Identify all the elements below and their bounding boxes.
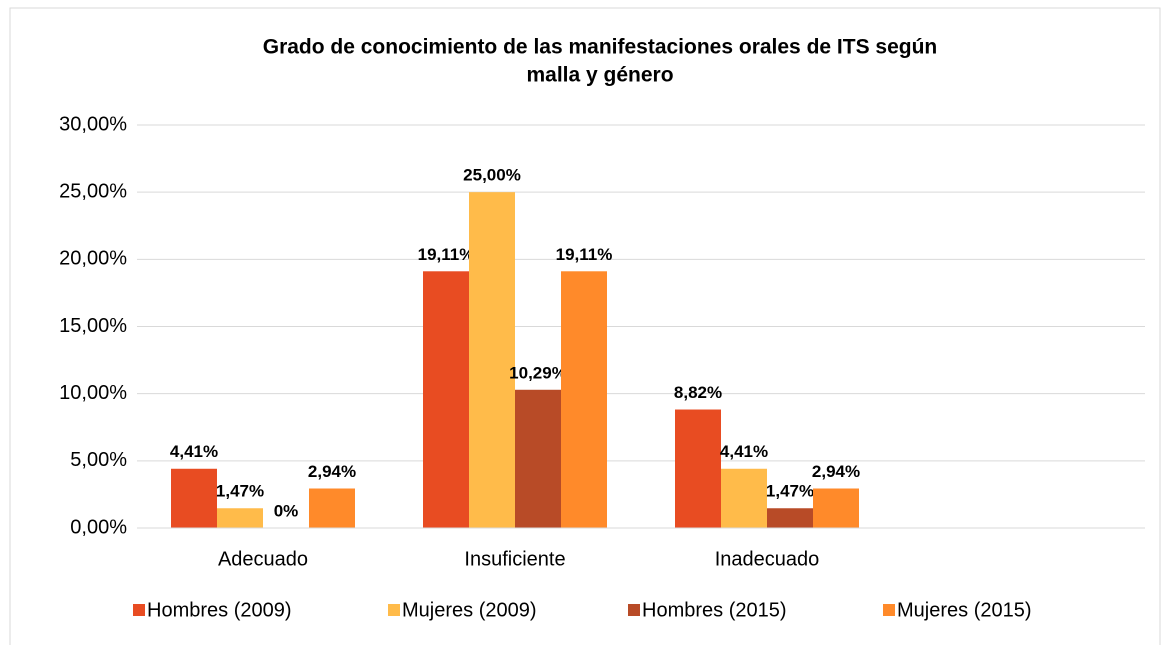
chart-title: malla y género bbox=[526, 64, 673, 87]
data-label: 1,47% bbox=[216, 482, 264, 501]
legend-label: Mujeres (2015) bbox=[897, 599, 1032, 621]
data-label: 4,41% bbox=[170, 442, 218, 461]
bar bbox=[813, 488, 859, 528]
bar bbox=[767, 508, 813, 528]
legend-swatch bbox=[628, 604, 640, 616]
y-tick-label: 15,00% bbox=[59, 315, 127, 337]
data-label: 25,00% bbox=[463, 166, 521, 185]
legend-swatch bbox=[883, 604, 895, 616]
y-tick-label: 10,00% bbox=[59, 382, 127, 404]
bar bbox=[515, 389, 561, 528]
data-label: 1,47% bbox=[766, 482, 814, 501]
bar bbox=[171, 468, 217, 528]
bar bbox=[423, 271, 469, 528]
y-tick-label: 20,00% bbox=[59, 248, 127, 270]
data-label: 2,94% bbox=[812, 462, 860, 481]
data-label: 10,29% bbox=[509, 363, 567, 382]
legend-label: Hombres (2015) bbox=[642, 599, 787, 621]
y-tick-label: 5,00% bbox=[70, 449, 127, 471]
bar bbox=[217, 508, 263, 528]
x-tick-label: Insuficiente bbox=[464, 548, 565, 570]
legend-swatch bbox=[133, 604, 145, 616]
legend-label: Hombres (2009) bbox=[147, 599, 292, 621]
bar bbox=[675, 409, 721, 528]
data-label: 0% bbox=[274, 501, 299, 520]
legend-swatch bbox=[388, 604, 400, 616]
data-label: 19,11% bbox=[418, 245, 475, 264]
x-tick-label: Inadecuado bbox=[715, 548, 820, 570]
bar bbox=[561, 271, 607, 528]
x-tick-label: Adecuado bbox=[218, 548, 308, 570]
data-label: 8,82% bbox=[674, 383, 722, 402]
y-tick-label: 0,00% bbox=[70, 516, 127, 538]
bar bbox=[469, 192, 515, 528]
bar bbox=[721, 468, 767, 528]
bar bbox=[309, 488, 355, 528]
data-label: 2,94% bbox=[308, 462, 356, 481]
y-tick-label: 25,00% bbox=[59, 180, 127, 202]
data-label: 19,11% bbox=[556, 245, 613, 264]
y-tick-label: 30,00% bbox=[59, 113, 127, 135]
chart-title: Grado de conocimiento de las manifestaci… bbox=[263, 36, 938, 59]
data-label: 4,41% bbox=[720, 442, 768, 461]
legend-label: Mujeres (2009) bbox=[402, 599, 537, 621]
